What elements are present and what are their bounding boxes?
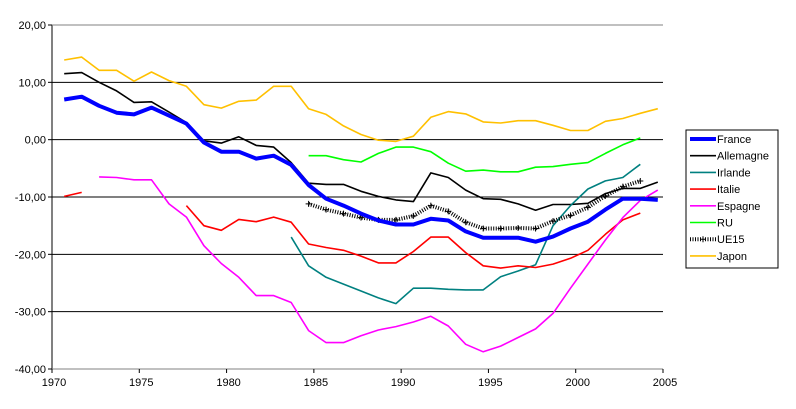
- data-point-marker: [637, 177, 644, 184]
- data-point-marker: [567, 212, 574, 219]
- legend-label: RU: [717, 218, 733, 230]
- axes: 20,0010,000,00-10,00-20,00-30,00-40,0019…: [15, 20, 677, 389]
- series-line-italie: [64, 191, 82, 198]
- x-tick-label: 1985: [304, 377, 328, 389]
- y-tick-label: 20,00: [18, 20, 46, 32]
- legend-box: [685, 129, 779, 269]
- data-point-marker: [392, 216, 399, 223]
- y-tick-label: 10,00: [18, 77, 46, 89]
- data-point-marker: [480, 225, 487, 232]
- data-point-marker: [410, 212, 417, 219]
- x-tick-label: 1990: [391, 377, 415, 389]
- x-tick-label: 2000: [565, 377, 589, 389]
- series-lines: [63, 56, 659, 353]
- data-point-marker: [619, 183, 626, 190]
- series-line-ru: [308, 137, 641, 173]
- data-point-marker: [323, 206, 330, 213]
- y-tick-label: -40,00: [15, 364, 46, 376]
- series-line-allemagne: [64, 71, 659, 211]
- series-line-france: [63, 94, 658, 244]
- series-line-ue15: [307, 179, 641, 231]
- legend-label: Allemagne: [717, 151, 769, 163]
- x-tick-label: 2005: [653, 377, 677, 389]
- data-point-marker: [550, 218, 557, 225]
- data-point-marker: [305, 200, 312, 207]
- y-tick-label: -30,00: [15, 307, 46, 319]
- legend-label: Italie: [717, 184, 740, 196]
- legend: France Allemagne Irlande Italie Espagne RU UE1…: [685, 129, 779, 269]
- x-tick-label: 1980: [216, 377, 240, 389]
- series-line-irlande: [290, 163, 641, 305]
- series-line-espagne: [99, 176, 659, 353]
- data-point-marker: [584, 204, 591, 211]
- data-point-marker: [532, 225, 539, 232]
- legend-label: France: [717, 134, 751, 146]
- series-line-italie: [185, 205, 641, 269]
- legend-label: Espagne: [717, 201, 760, 213]
- data-point-marker: [445, 208, 452, 215]
- data-point-marker: [340, 210, 347, 217]
- data-point-marker: [427, 202, 434, 209]
- data-point-marker: [462, 219, 469, 226]
- series-line-japon: [64, 56, 659, 143]
- y-tick-label: -20,00: [15, 249, 46, 261]
- legend-label: Japon: [717, 251, 747, 263]
- data-point-marker: [497, 225, 504, 232]
- y-tick-label: 0,00: [25, 135, 46, 147]
- data-point-marker: [515, 224, 522, 231]
- y-tick-label: -10,00: [15, 192, 46, 204]
- data-point-marker: [602, 192, 609, 199]
- x-tick-label: 1970: [42, 377, 66, 389]
- x-tick-label: 1975: [129, 377, 153, 389]
- x-tick-label: 1995: [478, 377, 502, 389]
- legend-marker: [700, 236, 706, 243]
- gridlines: [52, 24, 663, 313]
- legend-label: UE15: [717, 234, 745, 246]
- legend-label: Irlande: [717, 167, 751, 179]
